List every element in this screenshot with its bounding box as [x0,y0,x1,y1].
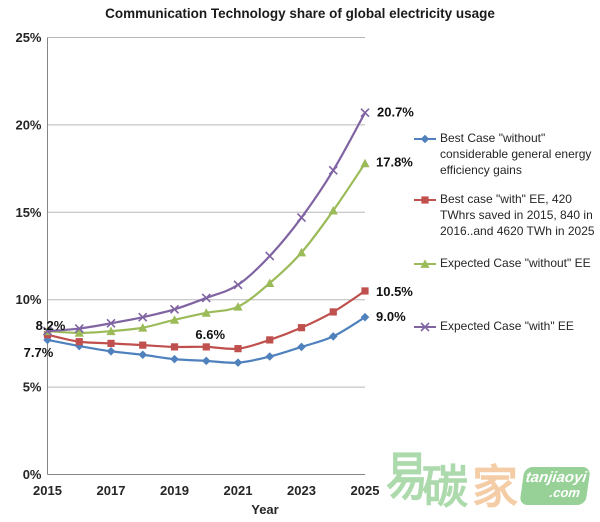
data-label: 20.7% [377,105,414,120]
x-marker-icon [296,212,307,223]
square-marker-icon [234,345,242,353]
x-marker-icon [233,280,243,290]
series-line [47,162,366,335]
diamond-marker-icon [265,352,275,361]
legend: Best Case "without" considerable general… [414,0,596,420]
watermark: 易 碳 家 tanjiaoyi .com [386,450,598,520]
legend-label: Best Case "without" considerable general… [440,131,592,177]
diamond-marker-icon [360,312,370,322]
x-marker-icon [414,322,436,332]
x-marker-icon [328,165,338,175]
square-marker-icon [139,341,147,349]
data-label: 10.5% [376,284,413,299]
square-marker-icon [266,336,274,344]
x-tick-label: 2021 [224,483,253,498]
x-marker-icon [138,312,148,322]
square-marker-icon [202,343,210,351]
legend-item-best-case-with-ee: Best case "with" EE, 420 TWhrs saved in … [414,192,600,239]
triangle-marker-icon [296,247,307,257]
diamond-marker-icon [106,346,116,356]
diamond-marker-icon [138,350,148,360]
diamond-marker-icon [414,134,436,144]
legend-item-expected-case-with-ee: Expected Case "with" EE [414,319,600,335]
x-tick-label: 2017 [97,483,126,498]
y-tick-label: 15% [15,205,41,220]
diamond-marker-icon [420,134,430,144]
legend-label: Expected Case "without" EE [440,256,591,270]
x-marker-icon [106,318,116,328]
watermark-char-jia: 家 [472,461,518,513]
y-tick-label: 0% [23,467,42,482]
x-tick-label: 2019 [160,483,189,498]
legend-label: Expected Case "with" EE [440,319,574,333]
diamond-marker-icon [297,342,306,352]
data-label: 17.8% [376,154,413,169]
x-tick-label: 2015 [33,483,62,498]
x-marker-icon [360,108,370,118]
triangle-marker-icon [414,259,436,268]
triangle-marker-icon [169,315,180,324]
x-marker-icon [74,323,84,334]
square-marker-icon [421,196,429,204]
y-tick-label: 20% [15,117,41,132]
square-marker-icon [361,287,369,295]
data-label: 9.0% [376,309,406,324]
x-axis-title: Year [251,502,278,517]
triangle-marker-icon [360,158,370,168]
square-marker-icon [329,308,337,316]
square-marker-icon [170,343,179,351]
triangle-marker-icon [328,205,338,215]
chart-title: Communication Technology share of global… [105,6,495,21]
x-marker-icon [201,293,211,303]
watermark-char-tan: 碳 [422,461,468,513]
triangle-marker-icon [201,308,211,317]
diamond-marker-icon [328,332,338,341]
diamond-marker-icon [201,356,211,366]
watermark-badge: tanjiaoyi .com [519,467,591,505]
data-label: 6.6% [195,327,225,342]
x-marker-icon [265,251,275,261]
watermark-char-yi: 易 [386,449,428,507]
triangle-marker-icon [233,302,243,311]
x-marker-icon [42,326,53,336]
triangle-marker-icon [138,323,148,332]
y-tick-label: 5% [23,380,42,395]
x-marker-icon [169,304,180,314]
square-marker-icon [75,338,83,346]
square-marker-icon [414,196,436,204]
triangle-marker-icon [265,278,275,287]
x-tick-label: 2025 [351,483,380,498]
data-label: 8.2% [36,318,66,333]
diamond-marker-icon [74,341,84,351]
watermark-badge-text: tanjiaoyi [524,469,588,486]
diamond-marker-icon [43,335,52,345]
legend-item-best-case-without-ee: Best Case "without" considerable general… [414,131,600,178]
data-label: 7.7% [24,345,54,360]
square-marker-icon [297,324,306,332]
diamond-marker-icon [233,358,243,367]
legend-item-expected-case-without-ee: Expected Case "without" EE [414,256,600,272]
triangle-marker-icon [106,326,116,336]
y-tick-label: 25% [15,30,41,45]
x-marker-icon [420,322,430,332]
watermark-badge-domain: .com [548,485,582,500]
diamond-marker-icon [170,354,179,364]
triangle-marker-icon [74,328,84,337]
x-tick-label: 2023 [287,483,316,498]
legend-label: Best case "with" EE, 420 TWhrs saved in … [440,192,595,238]
triangle-marker-icon [420,259,430,268]
square-marker-icon [107,339,115,347]
y-tick-label: 10% [15,292,41,307]
